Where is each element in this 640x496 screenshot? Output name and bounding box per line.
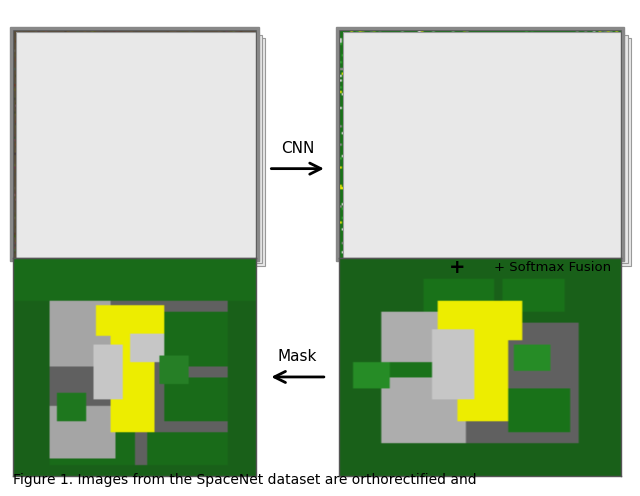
Text: CNN: CNN bbox=[281, 140, 314, 156]
Text: Figure 1. Images from the SpaceNet dataset are orthorectified and: Figure 1. Images from the SpaceNet datas… bbox=[13, 473, 476, 487]
Text: + Softmax Fusion: + Softmax Fusion bbox=[494, 261, 611, 274]
Text: +: + bbox=[449, 258, 466, 277]
Text: Mask: Mask bbox=[278, 349, 317, 364]
